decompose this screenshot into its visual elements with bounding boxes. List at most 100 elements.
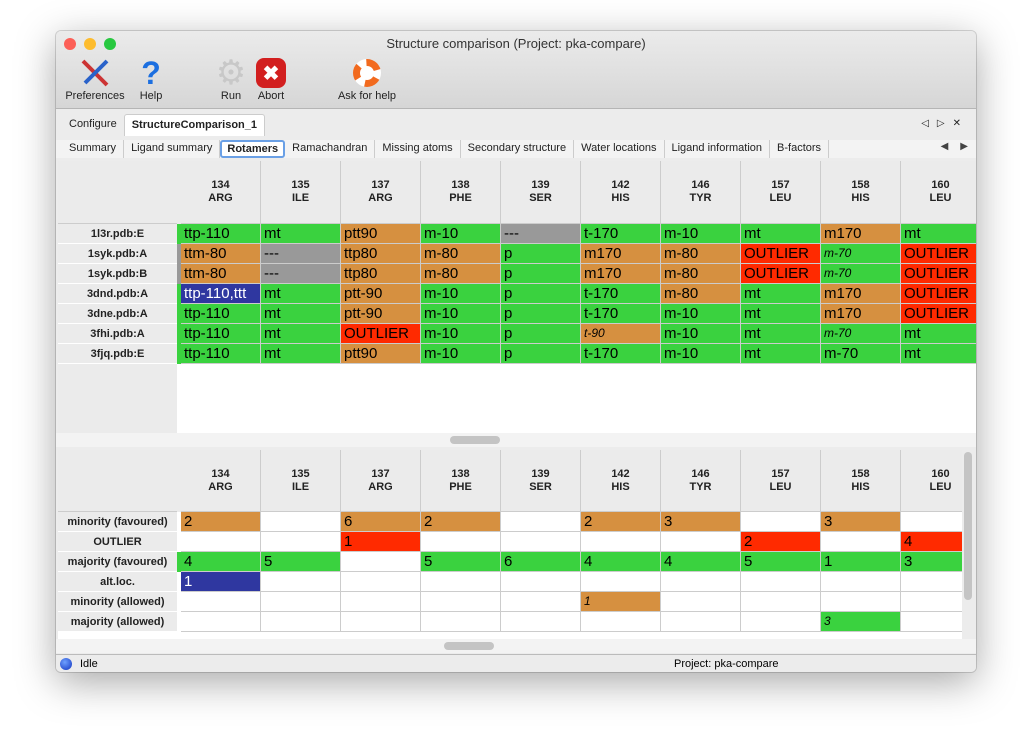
row-header[interactable]: minority (favoured) xyxy=(58,512,177,532)
subtab-prev-icon[interactable]: ◀ xyxy=(941,141,949,152)
column-header[interactable]: 134ARG xyxy=(181,450,261,512)
table-cell[interactable]: 2 xyxy=(741,532,821,552)
vertical-scrollbar[interactable] xyxy=(964,452,972,600)
tab-close-icon[interactable]: ✕ xyxy=(953,118,961,129)
table-cell[interactable]: OUTLIER xyxy=(901,244,976,264)
subtab-next-icon[interactable]: ▶ xyxy=(960,141,968,152)
top-horizontal-scrollbar[interactable] xyxy=(56,433,976,447)
ask-for-help-button[interactable]: Ask for help xyxy=(332,56,402,102)
table-cell[interactable]: m-10 xyxy=(661,324,741,344)
column-header[interactable]: 160LEU xyxy=(901,450,962,512)
subtab-ligand-summary[interactable]: Ligand summary xyxy=(124,140,220,158)
table-cell[interactable]: m170 xyxy=(821,304,901,324)
table-cell[interactable] xyxy=(341,552,421,572)
table-cell[interactable] xyxy=(501,512,581,532)
table-cell[interactable] xyxy=(501,572,581,592)
table-cell[interactable]: OUTLIER xyxy=(901,304,976,324)
table-cell[interactable]: p xyxy=(501,284,581,304)
table-cell[interactable]: mt xyxy=(901,324,976,344)
column-header[interactable]: 146TYR xyxy=(661,450,741,512)
subtab-secondary-structure[interactable]: Secondary structure xyxy=(461,140,574,158)
table-cell[interactable] xyxy=(661,592,741,612)
table-cell[interactable]: 1 xyxy=(581,592,661,612)
table-cell[interactable] xyxy=(821,592,901,612)
table-cell[interactable]: --- xyxy=(261,244,341,264)
table-cell[interactable]: 3 xyxy=(661,512,741,532)
subtab-missing-atoms[interactable]: Missing atoms xyxy=(375,140,460,158)
table-cell[interactable] xyxy=(501,612,581,632)
table-cell[interactable]: t-170 xyxy=(581,284,661,304)
column-header[interactable]: 157LEU xyxy=(741,450,821,512)
column-header[interactable]: 138PHE xyxy=(421,450,501,512)
table-cell[interactable]: t-90 xyxy=(581,324,661,344)
table-cell[interactable] xyxy=(261,572,341,592)
table-cell[interactable] xyxy=(741,572,821,592)
table-cell[interactable]: mt xyxy=(261,224,341,244)
column-header[interactable]: 157LEU xyxy=(741,161,821,224)
table-cell[interactable]: m-10 xyxy=(421,324,501,344)
row-header[interactable]: 3dne.pdb:A xyxy=(58,304,177,324)
table-cell[interactable] xyxy=(661,572,741,592)
table-cell[interactable]: mt xyxy=(901,344,976,364)
column-header[interactable]: 137ARG xyxy=(341,161,421,224)
row-header[interactable]: majority (allowed) xyxy=(58,612,177,632)
table-cell[interactable]: mt xyxy=(261,284,341,304)
table-cell[interactable] xyxy=(261,532,341,552)
table-cell[interactable]: m-10 xyxy=(421,344,501,364)
table-cell[interactable] xyxy=(261,592,341,612)
table-cell[interactable]: 2 xyxy=(181,512,261,532)
table-cell[interactable] xyxy=(181,592,261,612)
table-cell[interactable]: 3 xyxy=(821,512,901,532)
row-header[interactable]: minority (allowed) xyxy=(58,592,177,612)
table-cell[interactable]: 1 xyxy=(341,532,421,552)
table-cell[interactable]: OUTLIER xyxy=(741,244,821,264)
table-cell[interactable]: 4 xyxy=(581,552,661,572)
table-cell[interactable]: ttp80 xyxy=(341,244,421,264)
table-cell[interactable]: mt xyxy=(741,344,821,364)
column-header[interactable]: 138PHE xyxy=(421,161,501,224)
table-cell[interactable]: 1 xyxy=(821,552,901,572)
table-cell[interactable]: m-10 xyxy=(421,224,501,244)
table-cell[interactable]: OUTLIER xyxy=(901,264,976,284)
table-cell[interactable]: m-80 xyxy=(661,284,741,304)
table-cell[interactable]: t-170 xyxy=(581,224,661,244)
abort-button[interactable]: ✖ Abort xyxy=(252,56,290,102)
table-cell[interactable] xyxy=(661,532,741,552)
column-header[interactable]: 135ILE xyxy=(261,450,341,512)
table-cell[interactable]: m-10 xyxy=(661,304,741,324)
row-header[interactable]: 1syk.pdb:B xyxy=(58,264,177,284)
row-header[interactable]: OUTLIER xyxy=(58,532,177,552)
column-header[interactable]: 158HIS xyxy=(821,161,901,224)
preferences-button[interactable]: Preferences xyxy=(62,56,128,102)
subtab-ligand-information[interactable]: Ligand information xyxy=(665,140,771,158)
subtab-rotamers[interactable]: Rotamers xyxy=(220,140,285,158)
table-cell[interactable]: --- xyxy=(261,264,341,284)
tab-structurecomparison-1[interactable]: StructureComparison_1 xyxy=(124,114,265,136)
table-cell[interactable] xyxy=(421,592,501,612)
table-cell[interactable]: m-70 xyxy=(821,344,901,364)
table-cell[interactable]: 5 xyxy=(741,552,821,572)
table-cell[interactable] xyxy=(901,612,962,632)
table-cell[interactable]: ttp-110 xyxy=(181,344,261,364)
table-cell[interactable]: ptt-90 xyxy=(341,304,421,324)
table-cell[interactable]: ttp80 xyxy=(341,264,421,284)
row-header[interactable]: majority (favoured) xyxy=(58,552,177,572)
table-cell[interactable] xyxy=(821,532,901,552)
table-cell[interactable]: ptt90 xyxy=(341,344,421,364)
column-header[interactable]: 139SER xyxy=(501,450,581,512)
table-cell[interactable]: p xyxy=(501,304,581,324)
table-cell[interactable]: mt xyxy=(261,304,341,324)
row-header[interactable]: 3dnd.pdb:A xyxy=(58,284,177,304)
table-cell[interactable]: p xyxy=(501,344,581,364)
table-cell[interactable]: OUTLIER xyxy=(341,324,421,344)
table-cell[interactable] xyxy=(581,572,661,592)
column-header[interactable]: 139SER xyxy=(501,161,581,224)
table-cell[interactable]: m-70 xyxy=(821,264,901,284)
table-cell[interactable]: mt xyxy=(741,284,821,304)
table-cell[interactable] xyxy=(901,592,962,612)
table-cell[interactable]: 6 xyxy=(341,512,421,532)
bottom-horizontal-scrollbar[interactable] xyxy=(56,639,976,653)
table-cell[interactable] xyxy=(421,612,501,632)
column-header[interactable]: 134ARG xyxy=(181,161,261,224)
table-cell[interactable]: p xyxy=(501,264,581,284)
